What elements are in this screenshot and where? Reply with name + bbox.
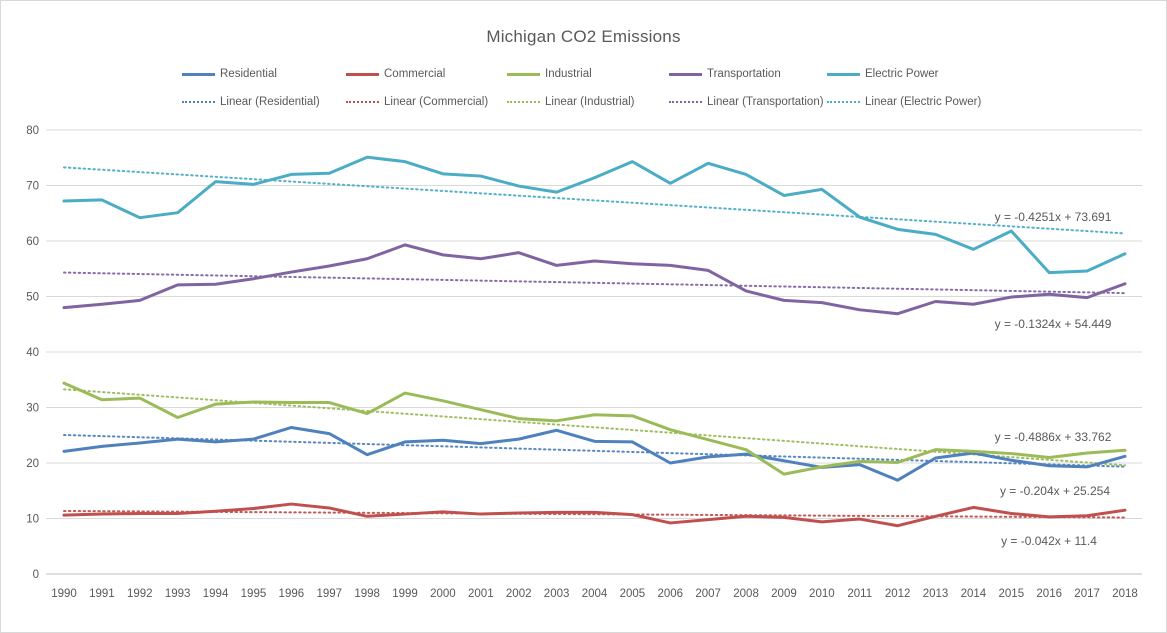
y-axis-tick-label-60: 60: [26, 236, 39, 248]
dotted-line-swatch-linear-commercial: [346, 101, 379, 103]
trendline-linear-transportation: [63, 271, 1126, 295]
x-axis-tick-label-1993: 1993: [165, 588, 191, 600]
x-axis-tick-label-2015: 2015: [999, 588, 1025, 600]
trendline-linear-commercial: [63, 509, 1126, 519]
x-axis-tick-label-2017: 2017: [1074, 588, 1100, 600]
line-swatch-industrial: [507, 72, 540, 76]
x-axis-tick-label-2002: 2002: [506, 588, 532, 600]
legend-item-linear-transportation[interactable]: Linear (Transportation): [669, 95, 824, 109]
legend-label: Linear (Commercial): [384, 96, 489, 108]
dotted-line-swatch-linear-residential: [182, 101, 215, 103]
x-axis-tick-label-2014: 2014: [961, 588, 987, 600]
series-line-industrial: [62, 381, 1127, 476]
y-axis-tick-label-30: 30: [26, 403, 39, 415]
line-swatch-electric-power: [827, 72, 860, 76]
y-axis-tick-label-70: 70: [26, 181, 39, 193]
chart-title: Michigan CO2 Emissions: [486, 27, 681, 46]
x-axis-tick-label-2016: 2016: [1036, 588, 1062, 600]
x-axis-tick-label-2008: 2008: [733, 588, 759, 600]
trendline-equation-3: y = -0.204x + 25.254: [1000, 484, 1110, 498]
legend-label: Electric Power: [865, 68, 939, 80]
y-axis-tick-label-50: 50: [26, 292, 39, 304]
y-axis-tick-label-0: 0: [33, 569, 39, 581]
trendline-equation-1: y = -0.1324x + 54.449: [995, 317, 1112, 331]
x-axis-tick-label-1999: 1999: [392, 588, 418, 600]
x-axis-tick-label-2011: 2011: [847, 588, 872, 600]
trendline-equation-0: y = -0.4251x + 73.691: [995, 210, 1112, 224]
x-axis-tick-label-2003: 2003: [544, 588, 570, 600]
x-axis-tick-label-2000: 2000: [430, 588, 456, 600]
series-line-electric-power: [62, 155, 1127, 275]
legend-item-commercial[interactable]: Commercial: [346, 67, 445, 81]
dotted-line-swatch-linear-transportation: [669, 101, 702, 103]
x-axis-tick-label-1996: 1996: [279, 588, 305, 600]
trendline-equation-2: y = -0.4886x + 33.762: [995, 430, 1112, 444]
y-axis-tick-label-40: 40: [26, 347, 39, 359]
legend-item-linear-industrial[interactable]: Linear (Industrial): [507, 95, 634, 109]
x-axis-tick-label-2007: 2007: [695, 588, 721, 600]
legend-item-residential[interactable]: Residential: [182, 67, 277, 81]
series-line-residential: [62, 425, 1127, 482]
y-axis-tick-label-20: 20: [26, 458, 39, 470]
legend-item-linear-electric-power[interactable]: Linear (Electric Power): [827, 95, 981, 109]
x-axis-tick-label-1994: 1994: [203, 588, 229, 600]
legend-label: Commercial: [384, 68, 446, 80]
series-line-transportation: [62, 243, 1127, 316]
line-swatch-commercial: [346, 72, 379, 76]
x-axis-tick-label-2012: 2012: [885, 588, 911, 600]
x-axis-tick-label-2018: 2018: [1112, 588, 1138, 600]
line-swatch-residential: [182, 72, 215, 76]
legend-label: Linear (Electric Power): [865, 96, 982, 108]
legend-item-electric-power[interactable]: Electric Power: [827, 67, 939, 81]
x-axis-tick-label-2009: 2009: [771, 588, 797, 600]
line-swatch-transportation: [669, 72, 702, 76]
x-axis-tick-label-1997: 1997: [316, 588, 342, 600]
x-axis-tick-label-2010: 2010: [809, 588, 835, 600]
trendline-equation-4: y = -0.042x + 11.4: [1001, 534, 1097, 548]
x-axis-tick-label-1991: 1991: [89, 588, 115, 600]
dotted-line-swatch-linear-electric-power: [827, 101, 860, 103]
legend-item-industrial[interactable]: Industrial: [507, 67, 592, 81]
legend-label: Linear (Transportation): [707, 96, 824, 108]
x-axis-tick-label-1992: 1992: [127, 588, 153, 600]
y-axis-tick-label-10: 10: [26, 514, 39, 526]
legend-item-transportation[interactable]: Transportation: [669, 67, 781, 81]
x-axis-tick-label-2005: 2005: [620, 588, 646, 600]
legend-label: Residential: [220, 68, 277, 80]
x-axis-tick-label-2013: 2013: [923, 588, 949, 600]
x-axis-tick-label-2006: 2006: [657, 588, 683, 600]
x-axis-tick-label-1990: 1990: [51, 588, 77, 600]
x-axis-tick-label-2004: 2004: [582, 588, 608, 600]
trendline-linear-electric-power: [63, 166, 1126, 235]
y-axis-tick-label-80: 80: [26, 125, 39, 137]
x-axis-tick-label-1995: 1995: [241, 588, 267, 600]
legend-label: Linear (Residential): [220, 96, 320, 108]
legend-label: Linear (Industrial): [545, 96, 635, 108]
series-line-commercial: [62, 502, 1127, 528]
legend-item-linear-residential[interactable]: Linear (Residential): [182, 95, 320, 109]
x-axis-tick-label-2001: 2001: [468, 588, 494, 600]
legend-label: Industrial: [545, 68, 592, 80]
legend-label: Transportation: [707, 68, 781, 80]
x-axis-tick-label-1998: 1998: [354, 588, 380, 600]
dotted-line-swatch-linear-industrial: [507, 101, 540, 103]
legend-item-linear-commercial[interactable]: Linear (Commercial): [346, 95, 488, 109]
